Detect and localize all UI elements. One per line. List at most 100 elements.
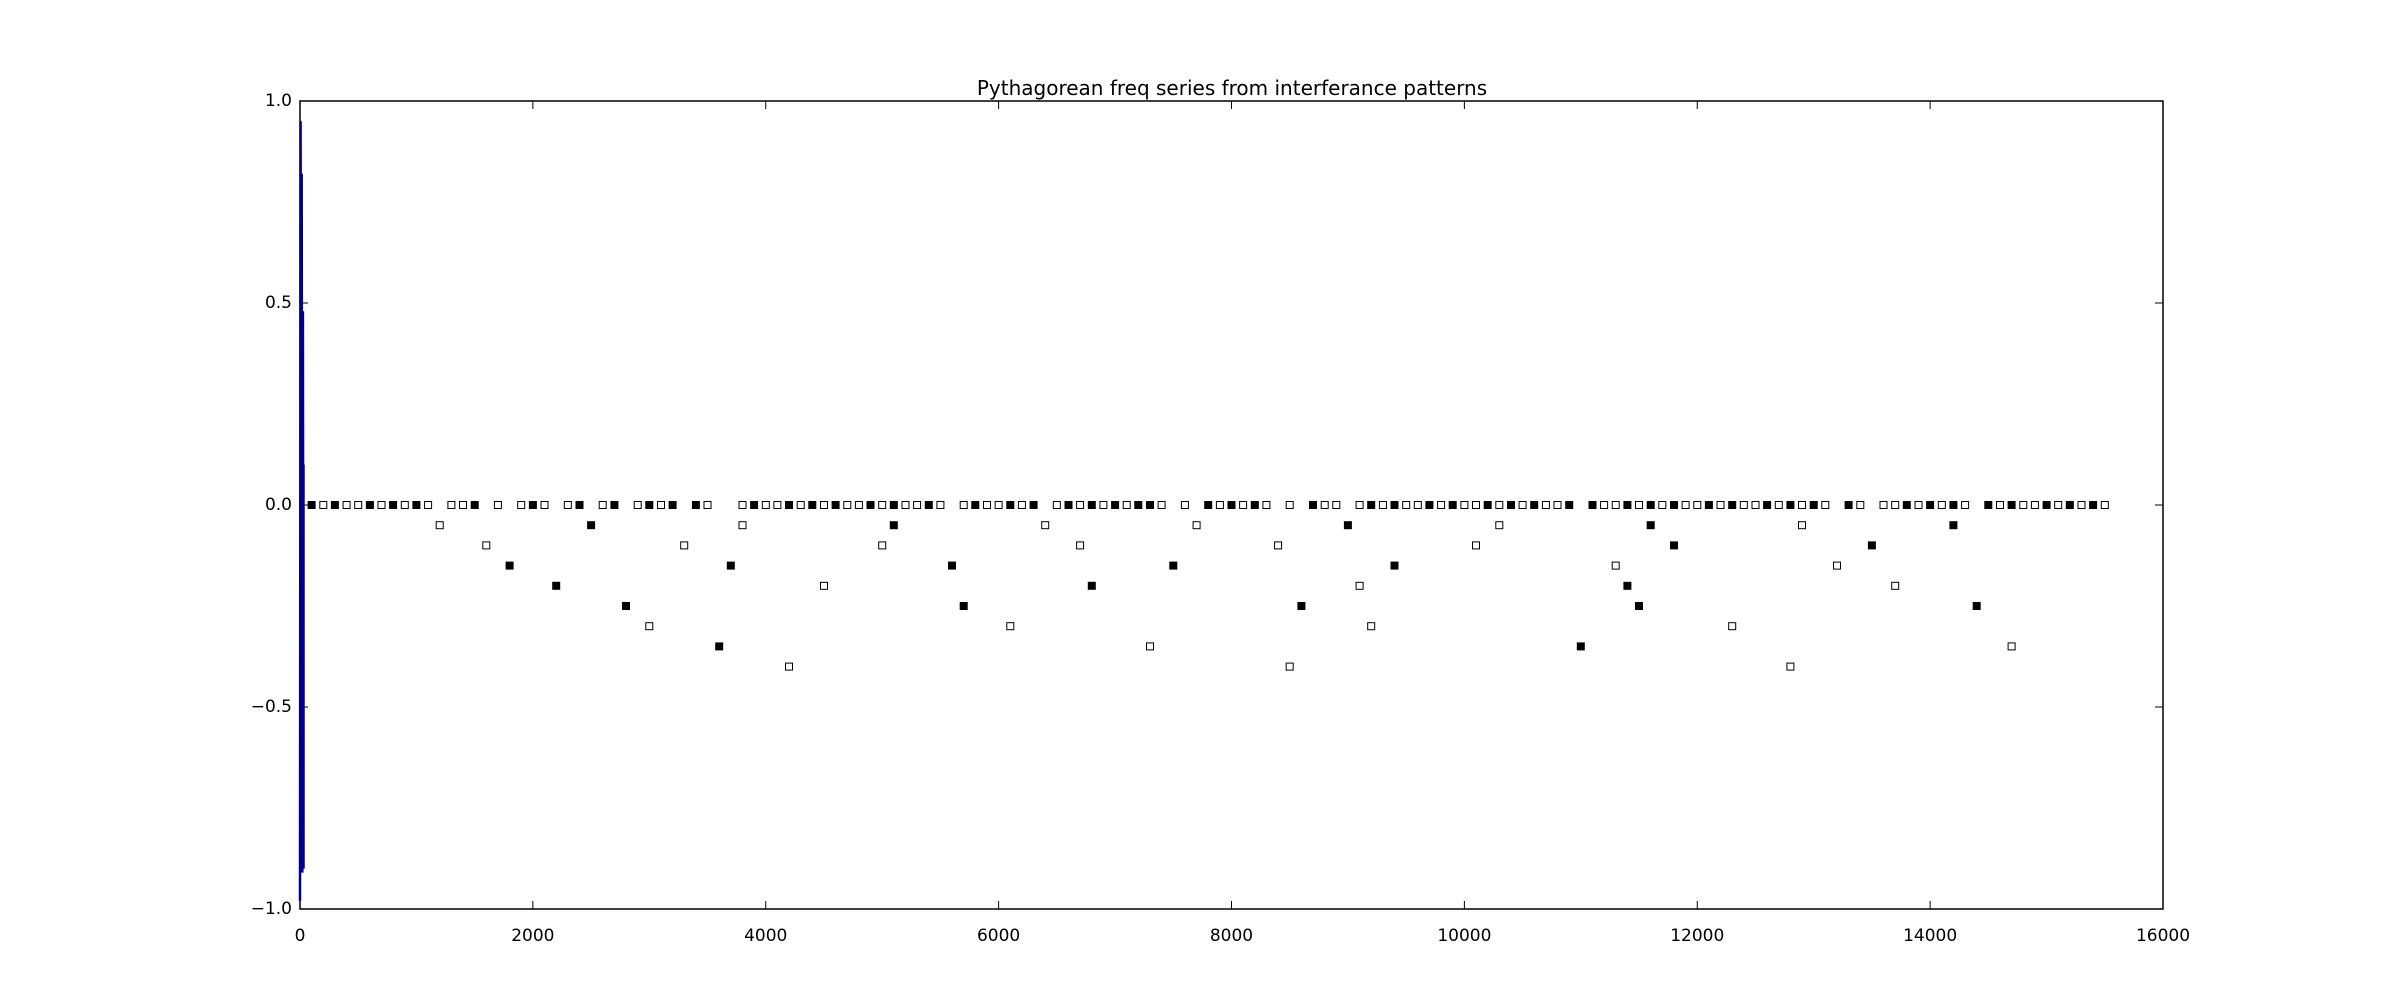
filled-square-point (1169, 561, 1178, 570)
open-square-point (1751, 501, 1760, 509)
open-square-point (1320, 501, 1329, 509)
open-square-point (1635, 501, 1643, 509)
open-square-point (342, 501, 351, 509)
open-square-point (913, 501, 922, 509)
open-square-point (936, 501, 945, 509)
filled-square-point (622, 602, 630, 610)
open-square-point (820, 501, 828, 509)
filled-square-point (1530, 501, 1539, 509)
open-square-point (1285, 501, 1294, 509)
open-square-point (657, 501, 665, 509)
open-square-point (2019, 501, 2028, 509)
filled-square-point (889, 521, 898, 530)
open-square-point (1600, 501, 1609, 509)
filled-square-point (1134, 501, 1143, 509)
filled-square-point (2089, 501, 2098, 509)
open-square-point (1239, 501, 1248, 509)
filled-square-point (1902, 501, 1911, 509)
filled-square-point (1006, 501, 1015, 509)
filled-square-point (1309, 501, 1317, 509)
filled-square-point (1623, 501, 1632, 509)
filled-square-point (1483, 501, 1492, 509)
open-square-point (1146, 642, 1154, 651)
open-square-point (1786, 662, 1795, 671)
open-square-point (1006, 622, 1015, 631)
open-square-point (1355, 501, 1364, 509)
filled-square-point (1064, 501, 1073, 509)
open-square-point (2100, 501, 2109, 509)
y-tick-label: −1.0 (251, 899, 292, 919)
filled-square-point (1635, 602, 1643, 610)
filled-square-point (726, 561, 735, 570)
filled-square-point (1390, 501, 1399, 509)
open-square-point (633, 501, 642, 509)
open-square-point (1774, 501, 1783, 509)
filled-square-point (668, 501, 677, 509)
filled-square-point (785, 501, 793, 509)
x-tick-label: 12000 (1670, 926, 1724, 946)
open-square-point (878, 541, 887, 550)
open-square-point (796, 501, 805, 509)
filled-square-point (1844, 501, 1853, 509)
open-square-point (1879, 501, 1888, 509)
open-square-point (377, 501, 386, 509)
open-square-point (2007, 642, 2016, 651)
filled-square-point (1029, 501, 1038, 509)
filled-square-point (1786, 501, 1795, 509)
filled-square-point (1367, 501, 1376, 509)
y-tick-label: 1.0 (265, 91, 292, 111)
filled-square-point (948, 561, 956, 570)
filled-square-point (389, 501, 398, 509)
open-square-point (1472, 501, 1480, 509)
filled-square-point (691, 501, 700, 509)
filled-square-point (1926, 501, 1935, 509)
filled-square-point (1704, 501, 1713, 509)
open-square-point (1961, 501, 1970, 509)
open-square-point (1355, 581, 1364, 590)
open-square-point (761, 501, 770, 509)
open-square-point (1285, 662, 1294, 671)
filled-square-point (365, 501, 374, 509)
open-square-point (1460, 501, 1469, 509)
open-square-point (435, 521, 444, 530)
filled-square-point (1087, 501, 1096, 509)
chart-title: Pythagorean freq series from interferanc… (977, 76, 1487, 100)
open-square-point (1541, 501, 1550, 509)
open-square-point (1658, 501, 1667, 509)
filled-square-point (1623, 581, 1632, 590)
open-square-point (1076, 541, 1085, 550)
open-square-point (1798, 501, 1806, 509)
x-tick-label: 2000 (511, 926, 554, 946)
filled-square-point (1670, 541, 1678, 550)
open-square-point (1798, 521, 1806, 530)
filled-square-point (889, 501, 898, 509)
open-square-point (1122, 501, 1131, 509)
open-square-point (1367, 622, 1376, 631)
open-square-point (1495, 501, 1504, 509)
open-square-point (1693, 501, 1702, 509)
open-square-point (1215, 501, 1224, 509)
open-square-point (1856, 501, 1865, 509)
x-tick-label: 16000 (2136, 926, 2190, 946)
open-square-point (598, 501, 607, 509)
open-square-point (2077, 501, 2086, 509)
filled-square-point (610, 501, 619, 509)
filled-square-point (528, 501, 537, 509)
open-square-point (1739, 501, 1748, 509)
waveform-line (298, 121, 305, 901)
open-square-point (1681, 501, 1690, 509)
open-square-point (1192, 521, 1201, 530)
open-square-point (1996, 501, 2004, 509)
filled-square-point (1111, 501, 1120, 509)
filled-square-point (1390, 561, 1399, 570)
x-tick-label: 0 (295, 926, 306, 946)
filled-square-point (1146, 501, 1154, 509)
open-square-point (680, 541, 689, 550)
open-square-point (843, 501, 852, 509)
filled-square-point (959, 602, 968, 610)
filled-square-point (330, 501, 339, 509)
filled-square-point (587, 521, 596, 530)
open-square-point (2054, 501, 2063, 509)
open-square-point (400, 501, 409, 509)
open-square-point (1553, 501, 1562, 509)
